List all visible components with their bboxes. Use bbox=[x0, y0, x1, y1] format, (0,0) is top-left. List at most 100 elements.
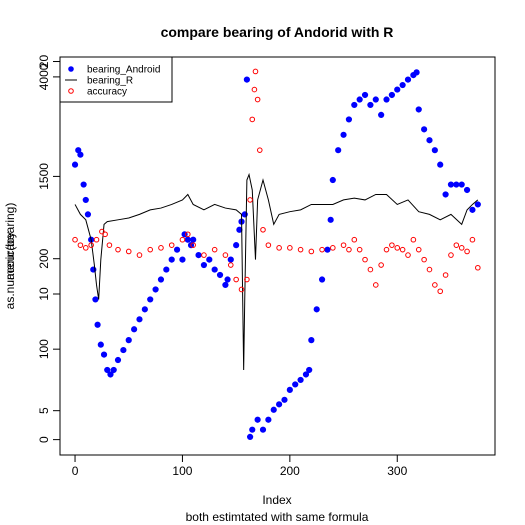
data-point bbox=[82, 245, 89, 251]
x-tick-label: 300 bbox=[387, 464, 407, 478]
data-point bbox=[254, 96, 261, 103]
data-point bbox=[125, 248, 132, 255]
data-point bbox=[405, 252, 411, 258]
data-point bbox=[404, 76, 412, 83]
data-point bbox=[432, 282, 438, 288]
data-point bbox=[388, 91, 395, 99]
data-point bbox=[100, 351, 108, 358]
data-point bbox=[306, 366, 313, 374]
data-point bbox=[356, 246, 363, 253]
data-point bbox=[437, 161, 444, 168]
data-point bbox=[276, 245, 282, 251]
data-point bbox=[399, 246, 406, 253]
data-point bbox=[413, 69, 420, 76]
data-point bbox=[361, 91, 369, 99]
data-point bbox=[200, 261, 208, 269]
data-point bbox=[330, 245, 336, 251]
data-point bbox=[442, 191, 449, 198]
legend-symbol bbox=[68, 66, 74, 72]
data-point bbox=[94, 321, 101, 328]
data-point bbox=[458, 245, 465, 251]
x-tick-label: 0 bbox=[72, 464, 79, 478]
data-point bbox=[236, 226, 243, 233]
data-point bbox=[469, 206, 476, 213]
data-point bbox=[249, 426, 256, 433]
data-point bbox=[362, 256, 368, 263]
data-point bbox=[247, 197, 253, 203]
data-point bbox=[383, 96, 390, 103]
legend-label: bearing_Android bbox=[87, 65, 160, 76]
data-point bbox=[463, 186, 471, 194]
legend-symbol bbox=[68, 88, 74, 94]
data-point bbox=[185, 231, 191, 238]
data-point bbox=[367, 266, 374, 273]
data-point bbox=[372, 282, 379, 288]
data-point bbox=[252, 68, 259, 75]
chart-title: compare bearing of Andorid with R bbox=[161, 24, 394, 40]
x-tick-label: 200 bbox=[280, 464, 300, 478]
data-point bbox=[106, 242, 113, 248]
data-point bbox=[431, 147, 438, 154]
x-axis-label: Index bbox=[262, 493, 291, 507]
data-point bbox=[158, 245, 164, 251]
data-point bbox=[458, 181, 465, 188]
data-point bbox=[115, 246, 121, 253]
data-point bbox=[179, 256, 186, 263]
data-point bbox=[211, 266, 218, 273]
data-point bbox=[216, 271, 224, 279]
data-point bbox=[394, 86, 401, 93]
y-axis-label: accuracy bbox=[3, 232, 17, 280]
data-point bbox=[131, 326, 138, 333]
data-point bbox=[286, 386, 293, 393]
y-tick-label: 100 bbox=[37, 339, 51, 359]
data-point bbox=[340, 242, 347, 248]
data-point bbox=[415, 106, 422, 113]
data-point bbox=[168, 256, 175, 263]
data-point bbox=[318, 276, 326, 283]
data-point bbox=[92, 296, 99, 303]
data-point bbox=[102, 231, 108, 238]
data-point bbox=[195, 251, 202, 259]
data-point bbox=[421, 126, 428, 133]
data-point bbox=[97, 341, 104, 348]
data-point bbox=[329, 176, 336, 184]
data-point bbox=[345, 116, 353, 123]
data-point bbox=[120, 346, 127, 354]
data-point bbox=[351, 236, 358, 243]
data-point bbox=[104, 366, 111, 374]
data-point bbox=[222, 252, 229, 258]
data-point bbox=[190, 242, 196, 248]
data-point bbox=[276, 401, 283, 408]
legend-label: bearing_R bbox=[87, 76, 133, 87]
data-point bbox=[327, 216, 334, 223]
data-point bbox=[335, 147, 342, 154]
data-point bbox=[211, 246, 218, 253]
data-point bbox=[249, 116, 256, 123]
data-point bbox=[469, 236, 476, 243]
data-point bbox=[77, 151, 84, 158]
data-point bbox=[243, 76, 250, 83]
data-point bbox=[99, 228, 105, 235]
data-point bbox=[251, 86, 258, 93]
data-point bbox=[292, 381, 299, 388]
y-tick-label: 5 bbox=[37, 407, 51, 414]
data-point bbox=[259, 426, 267, 433]
data-point bbox=[136, 252, 143, 258]
data-point bbox=[372, 96, 379, 103]
data-point bbox=[71, 161, 79, 168]
y-tick-label: 10 bbox=[37, 287, 51, 301]
data-point bbox=[378, 111, 385, 118]
data-point bbox=[147, 296, 154, 303]
x-tick-label: 100 bbox=[172, 464, 192, 478]
data-point bbox=[415, 246, 422, 253]
data-point bbox=[173, 246, 181, 253]
data-point bbox=[244, 276, 250, 283]
data-point bbox=[378, 262, 384, 268]
y-tick-label: 20 bbox=[37, 55, 51, 69]
data-point bbox=[448, 252, 454, 258]
data-point bbox=[136, 316, 143, 323]
data-point bbox=[281, 396, 288, 403]
data-point bbox=[399, 81, 406, 89]
y-tick-label: 200 bbox=[37, 248, 51, 268]
